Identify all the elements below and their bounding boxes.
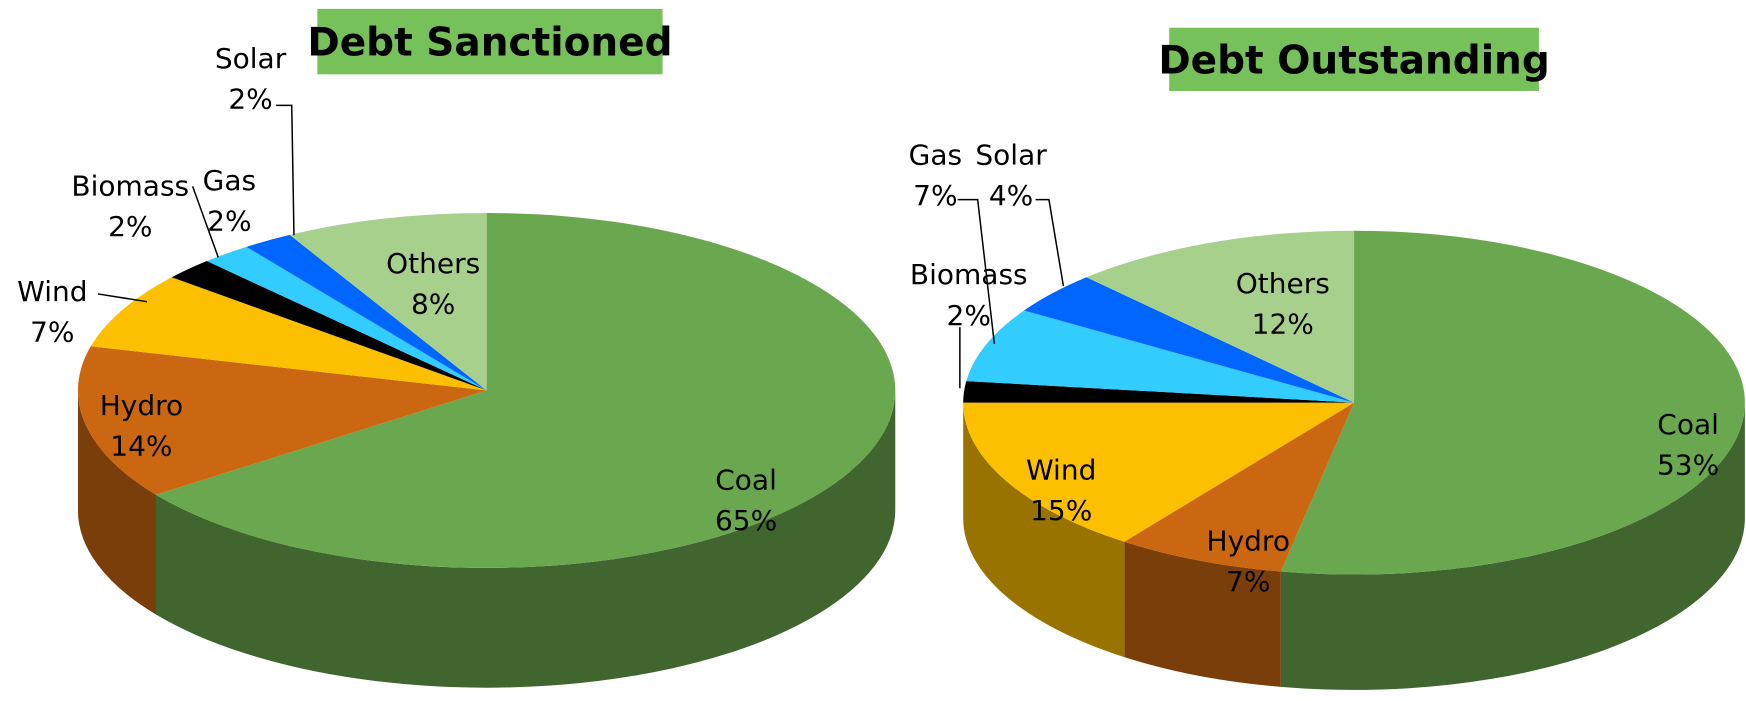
- leader-line: [276, 104, 295, 236]
- category-label: Gas: [909, 138, 962, 171]
- slice: [1280, 230, 1745, 575]
- category-label: Biomass: [71, 169, 189, 202]
- leader-line: [1035, 198, 1065, 287]
- slice: [1086, 230, 1355, 403]
- value-label: 7%: [1226, 565, 1270, 598]
- leader-line: [97, 293, 148, 303]
- value-label: 8%: [411, 288, 455, 321]
- value-label: 4%: [989, 179, 1033, 212]
- slice-side: [963, 402, 1125, 658]
- slice-side: [1280, 402, 1745, 690]
- value-label: 7%: [30, 315, 74, 348]
- chart-title: Debt Outstanding: [1158, 38, 1549, 83]
- category-label: Others: [386, 247, 480, 280]
- slice: [155, 212, 896, 568]
- value-label: 2%: [207, 205, 251, 238]
- data-label: Biomass 2%: [71, 169, 189, 243]
- slice: [171, 261, 487, 391]
- slice: [963, 381, 1355, 403]
- chart-title: Debt Sanctioned: [307, 21, 672, 66]
- category-label: Gas: [203, 164, 256, 197]
- value-label: 7%: [913, 179, 957, 212]
- category-label: Wind: [1026, 453, 1096, 486]
- slice: [206, 246, 487, 391]
- title-box: [317, 8, 663, 75]
- slice-side: [77, 390, 156, 615]
- slice: [77, 346, 487, 495]
- data-label: Biomass 2%: [910, 258, 1028, 332]
- data-label: Wind 15%: [1026, 453, 1096, 527]
- slice: [1024, 277, 1355, 403]
- category-label: Hydro: [1207, 524, 1290, 557]
- slice-side: [1124, 541, 1281, 687]
- category-label: Hydro: [100, 389, 183, 422]
- category-label: Wind: [17, 275, 87, 308]
- pie-chart: Coal 53% Hydro 7% Wind 15% Biomass 2% Gas 7% Solar…: [909, 27, 1745, 690]
- value-label: 2%: [108, 210, 152, 243]
- leader-line: [957, 198, 996, 344]
- data-label: Others 8%: [386, 247, 480, 321]
- value-label: 65%: [715, 504, 777, 537]
- slice: [289, 212, 487, 391]
- value-label: 2%: [947, 299, 991, 332]
- data-label: Solar 2%: [215, 42, 287, 116]
- data-label: Solar 4%: [975, 138, 1047, 212]
- slice: [90, 277, 487, 391]
- data-label: Gas 7%: [909, 138, 962, 212]
- leader-line: [191, 186, 219, 258]
- slice-side: [155, 390, 896, 688]
- data-label: Hydro 14%: [100, 389, 183, 463]
- value-label: 12%: [1252, 308, 1314, 341]
- pie-chart: Coal 65%Hydro 14%Wind 7%Biomass 2%Gas 2%Solar…: [17, 8, 896, 688]
- data-label: Hydro 7%: [1207, 524, 1290, 598]
- category-label: Coal: [1657, 408, 1719, 441]
- title-box: [1169, 27, 1539, 91]
- slice: [1124, 402, 1355, 572]
- value-label: 14%: [110, 430, 172, 463]
- slice: [246, 234, 487, 391]
- slice: [966, 310, 1355, 403]
- category-label: Biomass: [910, 258, 1028, 291]
- value-label: 15%: [1030, 494, 1092, 527]
- data-label: Wind 7%: [17, 275, 87, 349]
- data-label: Others 12%: [1236, 267, 1330, 341]
- data-label: Coal 53%: [1657, 408, 1719, 482]
- data-label: Coal 65%: [715, 463, 777, 537]
- value-label: 2%: [228, 82, 272, 115]
- value-label: 53%: [1657, 449, 1719, 482]
- slice: [963, 402, 1355, 542]
- category-label: Solar: [975, 138, 1047, 171]
- category-label: Solar: [215, 42, 287, 75]
- data-label: Gas 2%: [203, 164, 256, 238]
- category-label: Coal: [715, 463, 777, 496]
- category-label: Others: [1236, 267, 1330, 300]
